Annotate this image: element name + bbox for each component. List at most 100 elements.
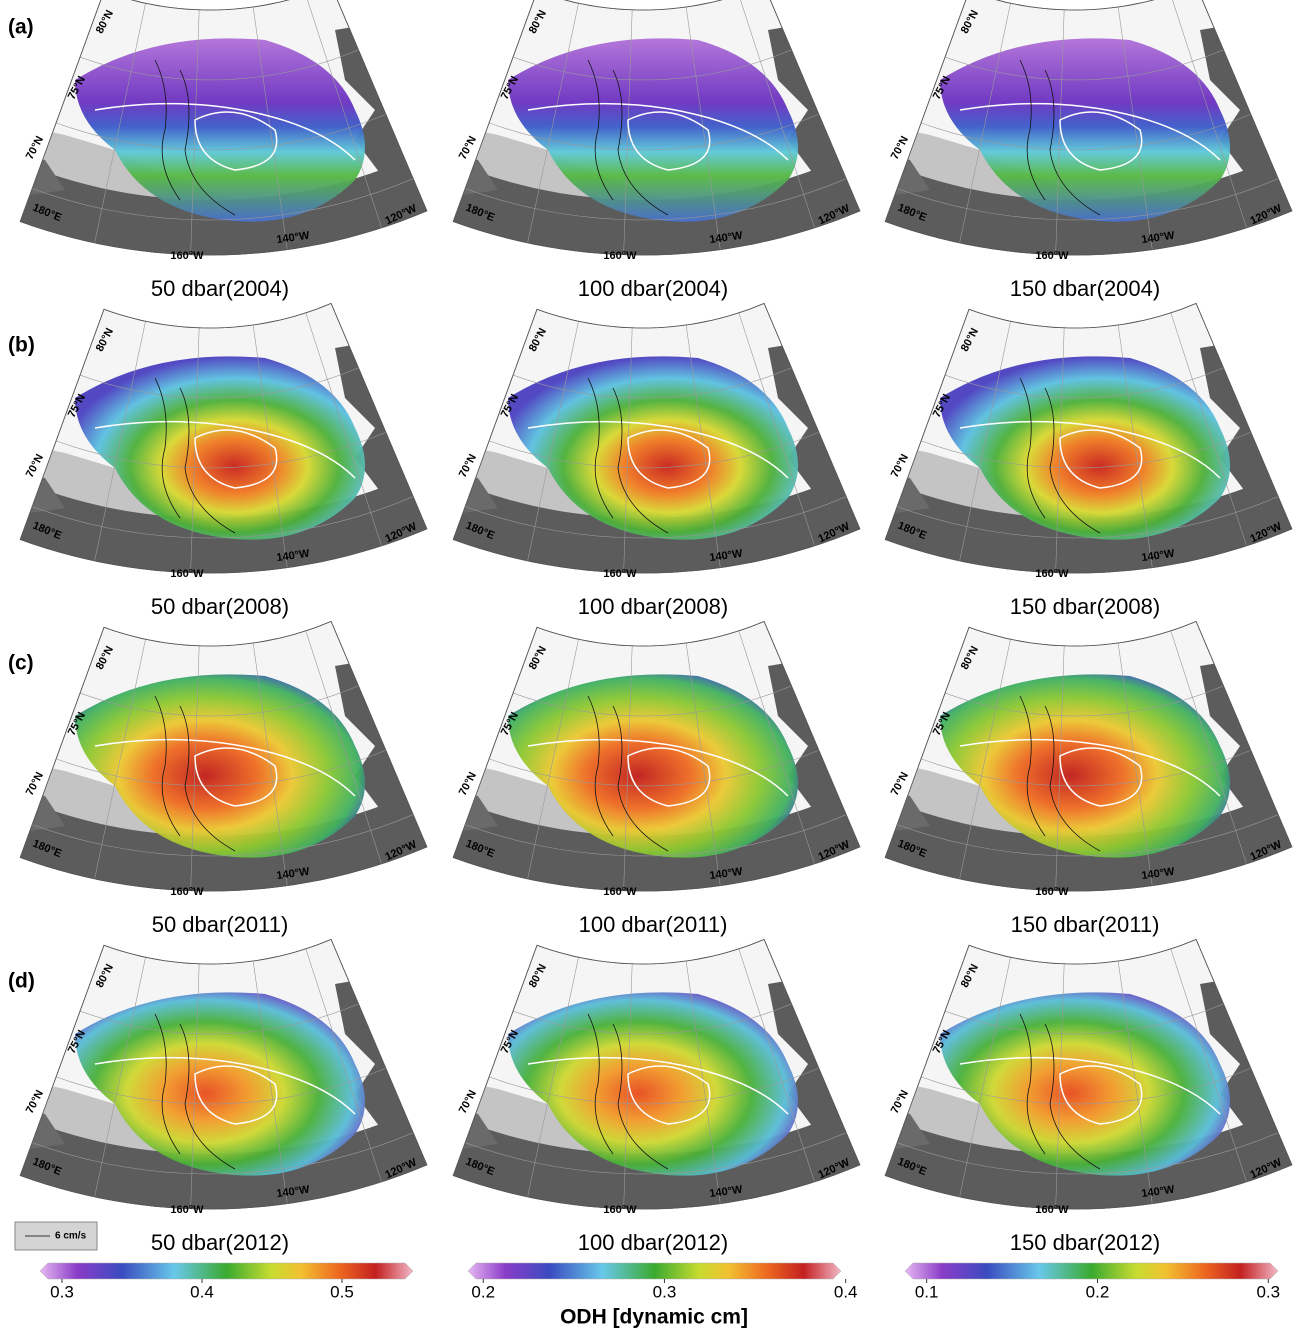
contour [194,111,278,171]
field [75,992,365,1176]
contour [194,747,278,807]
bathymetry [154,59,236,216]
meridian [252,960,288,1204]
panel-caption: 150 dbar(2012) [1010,1230,1160,1255]
meridian [527,3,579,243]
contour [94,738,356,797]
meridian [623,327,633,573]
outline [884,938,1293,1210]
meridian [1170,0,1247,228]
lon-label: 140°W [709,230,744,247]
parallel [32,814,414,857]
panel-caption: 100 dbar(2012) [578,1230,728,1255]
lon-label: 140°W [276,548,311,565]
outline [19,0,428,256]
meridian [738,630,815,864]
parallel [512,1003,792,1035]
map-content [453,630,860,892]
meridian [1170,948,1247,1182]
panel-caption: 150 dbar(2008) [1010,594,1160,619]
outline [452,302,861,574]
contour [959,738,1221,797]
field [940,356,1230,540]
outline [19,938,428,1210]
scale-legend: 6 cm/s [55,1231,87,1242]
colorbar-tick-label: 0.5 [330,1282,354,1301]
meridian [959,321,1011,561]
meridian [94,639,146,879]
panel-caption: 100 dbar(2011) [579,912,728,937]
meridian [685,960,721,1204]
panel-caption: 100 dbar(2008) [578,594,728,619]
meridian [252,642,288,886]
panel-caption: 150 dbar(2004) [1010,276,1160,301]
outline [452,620,861,892]
bathymetry [154,695,236,852]
parallel [512,367,792,399]
outline [884,0,1293,256]
meridian [252,324,288,568]
meridian [1170,630,1247,864]
parallel [55,749,386,787]
meridian [685,324,721,568]
colorbar-tick-label: 0.2 [1086,1282,1110,1301]
colorbar-tick-label: 0.1 [915,1282,939,1301]
outline [19,302,428,574]
row-label: (b) [8,334,35,357]
lon-label: 140°W [709,548,744,565]
row-label: (c) [8,652,34,675]
meridian [1117,6,1153,250]
lon-label: 140°W [1141,230,1176,247]
contour [627,111,711,171]
lon-label: 140°W [276,866,311,883]
parallel [79,49,359,81]
meridian [190,963,200,1209]
lat-label: 70°N [457,452,479,479]
bathymetry [587,695,669,852]
map-content [453,948,860,1210]
lat-label: 70°N [24,134,46,161]
colorbar-tick-label: 0.3 [50,1282,74,1301]
parallel [488,113,819,151]
meridian [527,321,579,561]
field [75,356,365,540]
lat-label: 70°N [457,134,479,161]
contour [627,429,711,489]
parallel [79,685,359,717]
field [508,674,798,858]
parallel [920,113,1251,151]
field [940,38,1230,222]
lat-label: 70°N [889,770,911,797]
meridian [685,6,721,250]
meridian [1055,645,1065,891]
contour [627,1065,711,1125]
parallel [488,431,819,469]
parallel [465,1132,847,1175]
parallel [897,1132,1279,1175]
colorbar-tick-label: 0.4 [834,1282,858,1301]
meridian [738,0,815,228]
parallel [55,431,386,469]
meridian [527,639,579,879]
outline [452,0,861,256]
meridian [305,312,382,546]
colorbar-tick-label: 0.3 [653,1282,677,1301]
meridian [527,957,579,1197]
colorbar [904,1262,1279,1280]
outline [884,302,1293,574]
parallel [944,685,1224,717]
panel-caption: 50 dbar(2011) [152,912,289,937]
lat-label: 70°N [457,770,479,797]
bathymetry [154,377,236,534]
meridian [623,963,633,1209]
meridian [1170,312,1247,546]
contour [94,1056,356,1115]
lon-label: 160°W [1035,1204,1069,1216]
contour [959,420,1221,479]
row-label: (a) [8,16,34,39]
parallel [944,367,1224,399]
map-content [885,948,1292,1210]
parallel [32,1132,414,1175]
